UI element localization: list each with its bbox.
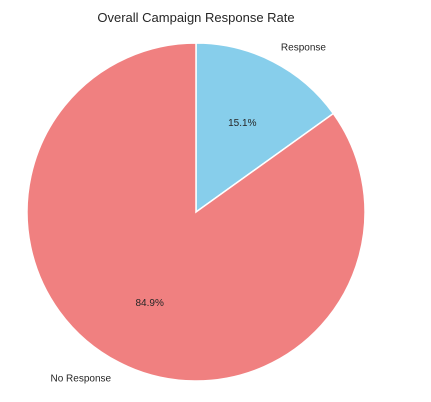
slice-pct-response: 15.1%: [228, 118, 256, 129]
pie-labels: Response 15.1% No Response 84.9%: [50, 43, 326, 385]
slice-label-no-response: No Response: [50, 373, 111, 384]
slice-pct-no-response: 84.9%: [136, 298, 164, 309]
pie-slice-no-response: [26, 42, 366, 382]
pie-slices: [26, 42, 366, 382]
pie-slice-response: [195, 42, 335, 214]
chart-title: Overall Campaign Response Rate: [97, 10, 294, 25]
slice-label-response: Response: [281, 43, 326, 54]
